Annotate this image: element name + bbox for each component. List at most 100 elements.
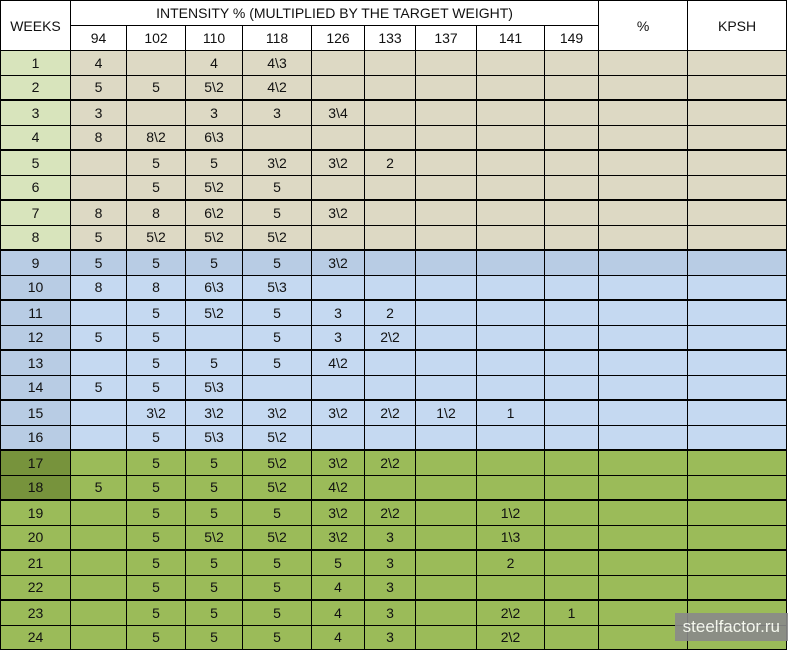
intensity-cell[interactable]: [477, 225, 545, 250]
intensity-cell[interactable]: [365, 225, 416, 250]
intensity-cell[interactable]: 3: [365, 525, 416, 550]
intensity-cell[interactable]: [477, 275, 545, 300]
intensity-cell[interactable]: [416, 275, 477, 300]
intensity-cell[interactable]: 3\2: [127, 400, 186, 425]
percent-cell[interactable]: [599, 425, 688, 450]
intensity-cell[interactable]: [545, 250, 599, 275]
intensity-cell[interactable]: 5: [186, 350, 243, 375]
intensity-cell[interactable]: [71, 150, 127, 175]
intensity-cell[interactable]: 5: [127, 150, 186, 175]
kpsh-cell[interactable]: [688, 525, 787, 550]
intensity-cell[interactable]: [416, 475, 477, 500]
intensity-cell[interactable]: 8: [71, 200, 127, 225]
percent-cell[interactable]: [599, 400, 688, 425]
percent-cell[interactable]: [599, 450, 688, 475]
percent-cell[interactable]: [599, 150, 688, 175]
intensity-cell[interactable]: [416, 75, 477, 100]
intensity-cell[interactable]: 3\2: [243, 150, 312, 175]
percent-cell[interactable]: [599, 51, 688, 76]
intensity-cell[interactable]: [416, 550, 477, 575]
intensity-cell[interactable]: [365, 375, 416, 400]
intensity-cell[interactable]: 5\2: [243, 450, 312, 475]
kpsh-cell[interactable]: [688, 250, 787, 275]
intensity-cell[interactable]: 3: [312, 300, 365, 325]
intensity-cell[interactable]: 5: [186, 500, 243, 525]
intensity-cell[interactable]: 8: [127, 200, 186, 225]
intensity-cell[interactable]: 5: [127, 475, 186, 500]
percent-cell[interactable]: [599, 325, 688, 350]
intensity-cell[interactable]: 3\2: [312, 400, 365, 425]
intensity-cell[interactable]: 5\3: [186, 375, 243, 400]
intensity-cell[interactable]: [312, 175, 365, 200]
intensity-cell[interactable]: 5\3: [243, 275, 312, 300]
intensity-cell[interactable]: 5: [243, 625, 312, 650]
intensity-cell[interactable]: [545, 475, 599, 500]
intensity-cell[interactable]: [365, 350, 416, 375]
percent-cell[interactable]: [599, 275, 688, 300]
week-cell[interactable]: 9: [1, 250, 71, 275]
intensity-cell[interactable]: 5\2: [186, 300, 243, 325]
kpsh-cell[interactable]: [688, 500, 787, 525]
intensity-cell[interactable]: [477, 51, 545, 76]
kpsh-cell[interactable]: [688, 350, 787, 375]
percent-cell[interactable]: [599, 350, 688, 375]
kpsh-cell[interactable]: [688, 275, 787, 300]
intensity-cell[interactable]: 5: [71, 250, 127, 275]
intensity-cell[interactable]: [71, 500, 127, 525]
intensity-cell[interactable]: 4\2: [243, 75, 312, 100]
intensity-cell[interactable]: [477, 250, 545, 275]
intensity-cell[interactable]: [545, 525, 599, 550]
intensity-cell[interactable]: [416, 300, 477, 325]
week-cell[interactable]: 8: [1, 225, 71, 250]
intensity-cell[interactable]: 3: [365, 575, 416, 600]
intensity-cell[interactable]: [545, 200, 599, 225]
percent-cell[interactable]: [599, 200, 688, 225]
intensity-cell[interactable]: [545, 575, 599, 600]
intensity-cell[interactable]: [71, 350, 127, 375]
intensity-cell[interactable]: 1\3: [477, 525, 545, 550]
intensity-cell[interactable]: [416, 175, 477, 200]
intensity-cell[interactable]: 3\2: [186, 400, 243, 425]
intensity-cell[interactable]: [312, 75, 365, 100]
intensity-cell[interactable]: 5: [186, 600, 243, 625]
week-cell[interactable]: 22: [1, 575, 71, 600]
intensity-cell[interactable]: [477, 300, 545, 325]
intensity-cell[interactable]: [545, 350, 599, 375]
intensity-cell[interactable]: 5: [243, 300, 312, 325]
week-cell[interactable]: 6: [1, 175, 71, 200]
intensity-cell[interactable]: 4: [312, 600, 365, 625]
intensity-cell[interactable]: 5: [71, 225, 127, 250]
intensity-cell[interactable]: 5: [243, 250, 312, 275]
intensity-cell[interactable]: [416, 525, 477, 550]
intensity-cell[interactable]: 5\2: [243, 225, 312, 250]
week-cell[interactable]: 7: [1, 200, 71, 225]
intensity-cell[interactable]: 5: [186, 250, 243, 275]
intensity-cell[interactable]: [416, 600, 477, 625]
kpsh-cell[interactable]: [688, 425, 787, 450]
intensity-cell[interactable]: [545, 375, 599, 400]
intensity-cell[interactable]: 5\2: [186, 75, 243, 100]
intensity-cell[interactable]: 8: [127, 275, 186, 300]
intensity-cell[interactable]: 3\2: [312, 450, 365, 475]
intensity-cell[interactable]: [312, 51, 365, 76]
kpsh-cell[interactable]: [688, 375, 787, 400]
intensity-cell[interactable]: 3\2: [312, 500, 365, 525]
intensity-cell[interactable]: 5: [127, 175, 186, 200]
intensity-cell[interactable]: [477, 575, 545, 600]
intensity-cell[interactable]: [416, 575, 477, 600]
intensity-cell[interactable]: 5: [186, 550, 243, 575]
week-cell[interactable]: 21: [1, 550, 71, 575]
intensity-cell[interactable]: [312, 275, 365, 300]
intensity-cell[interactable]: 2: [365, 150, 416, 175]
intensity-cell[interactable]: [416, 125, 477, 150]
week-cell[interactable]: 3: [1, 100, 71, 125]
intensity-cell[interactable]: [312, 425, 365, 450]
percent-cell[interactable]: [599, 550, 688, 575]
week-cell[interactable]: 18: [1, 475, 71, 500]
percent-cell[interactable]: [599, 575, 688, 600]
intensity-cell[interactable]: [416, 375, 477, 400]
intensity-cell[interactable]: [416, 150, 477, 175]
intensity-cell[interactable]: 5: [127, 500, 186, 525]
intensity-cell[interactable]: [365, 100, 416, 125]
intensity-cell[interactable]: 6\3: [186, 125, 243, 150]
